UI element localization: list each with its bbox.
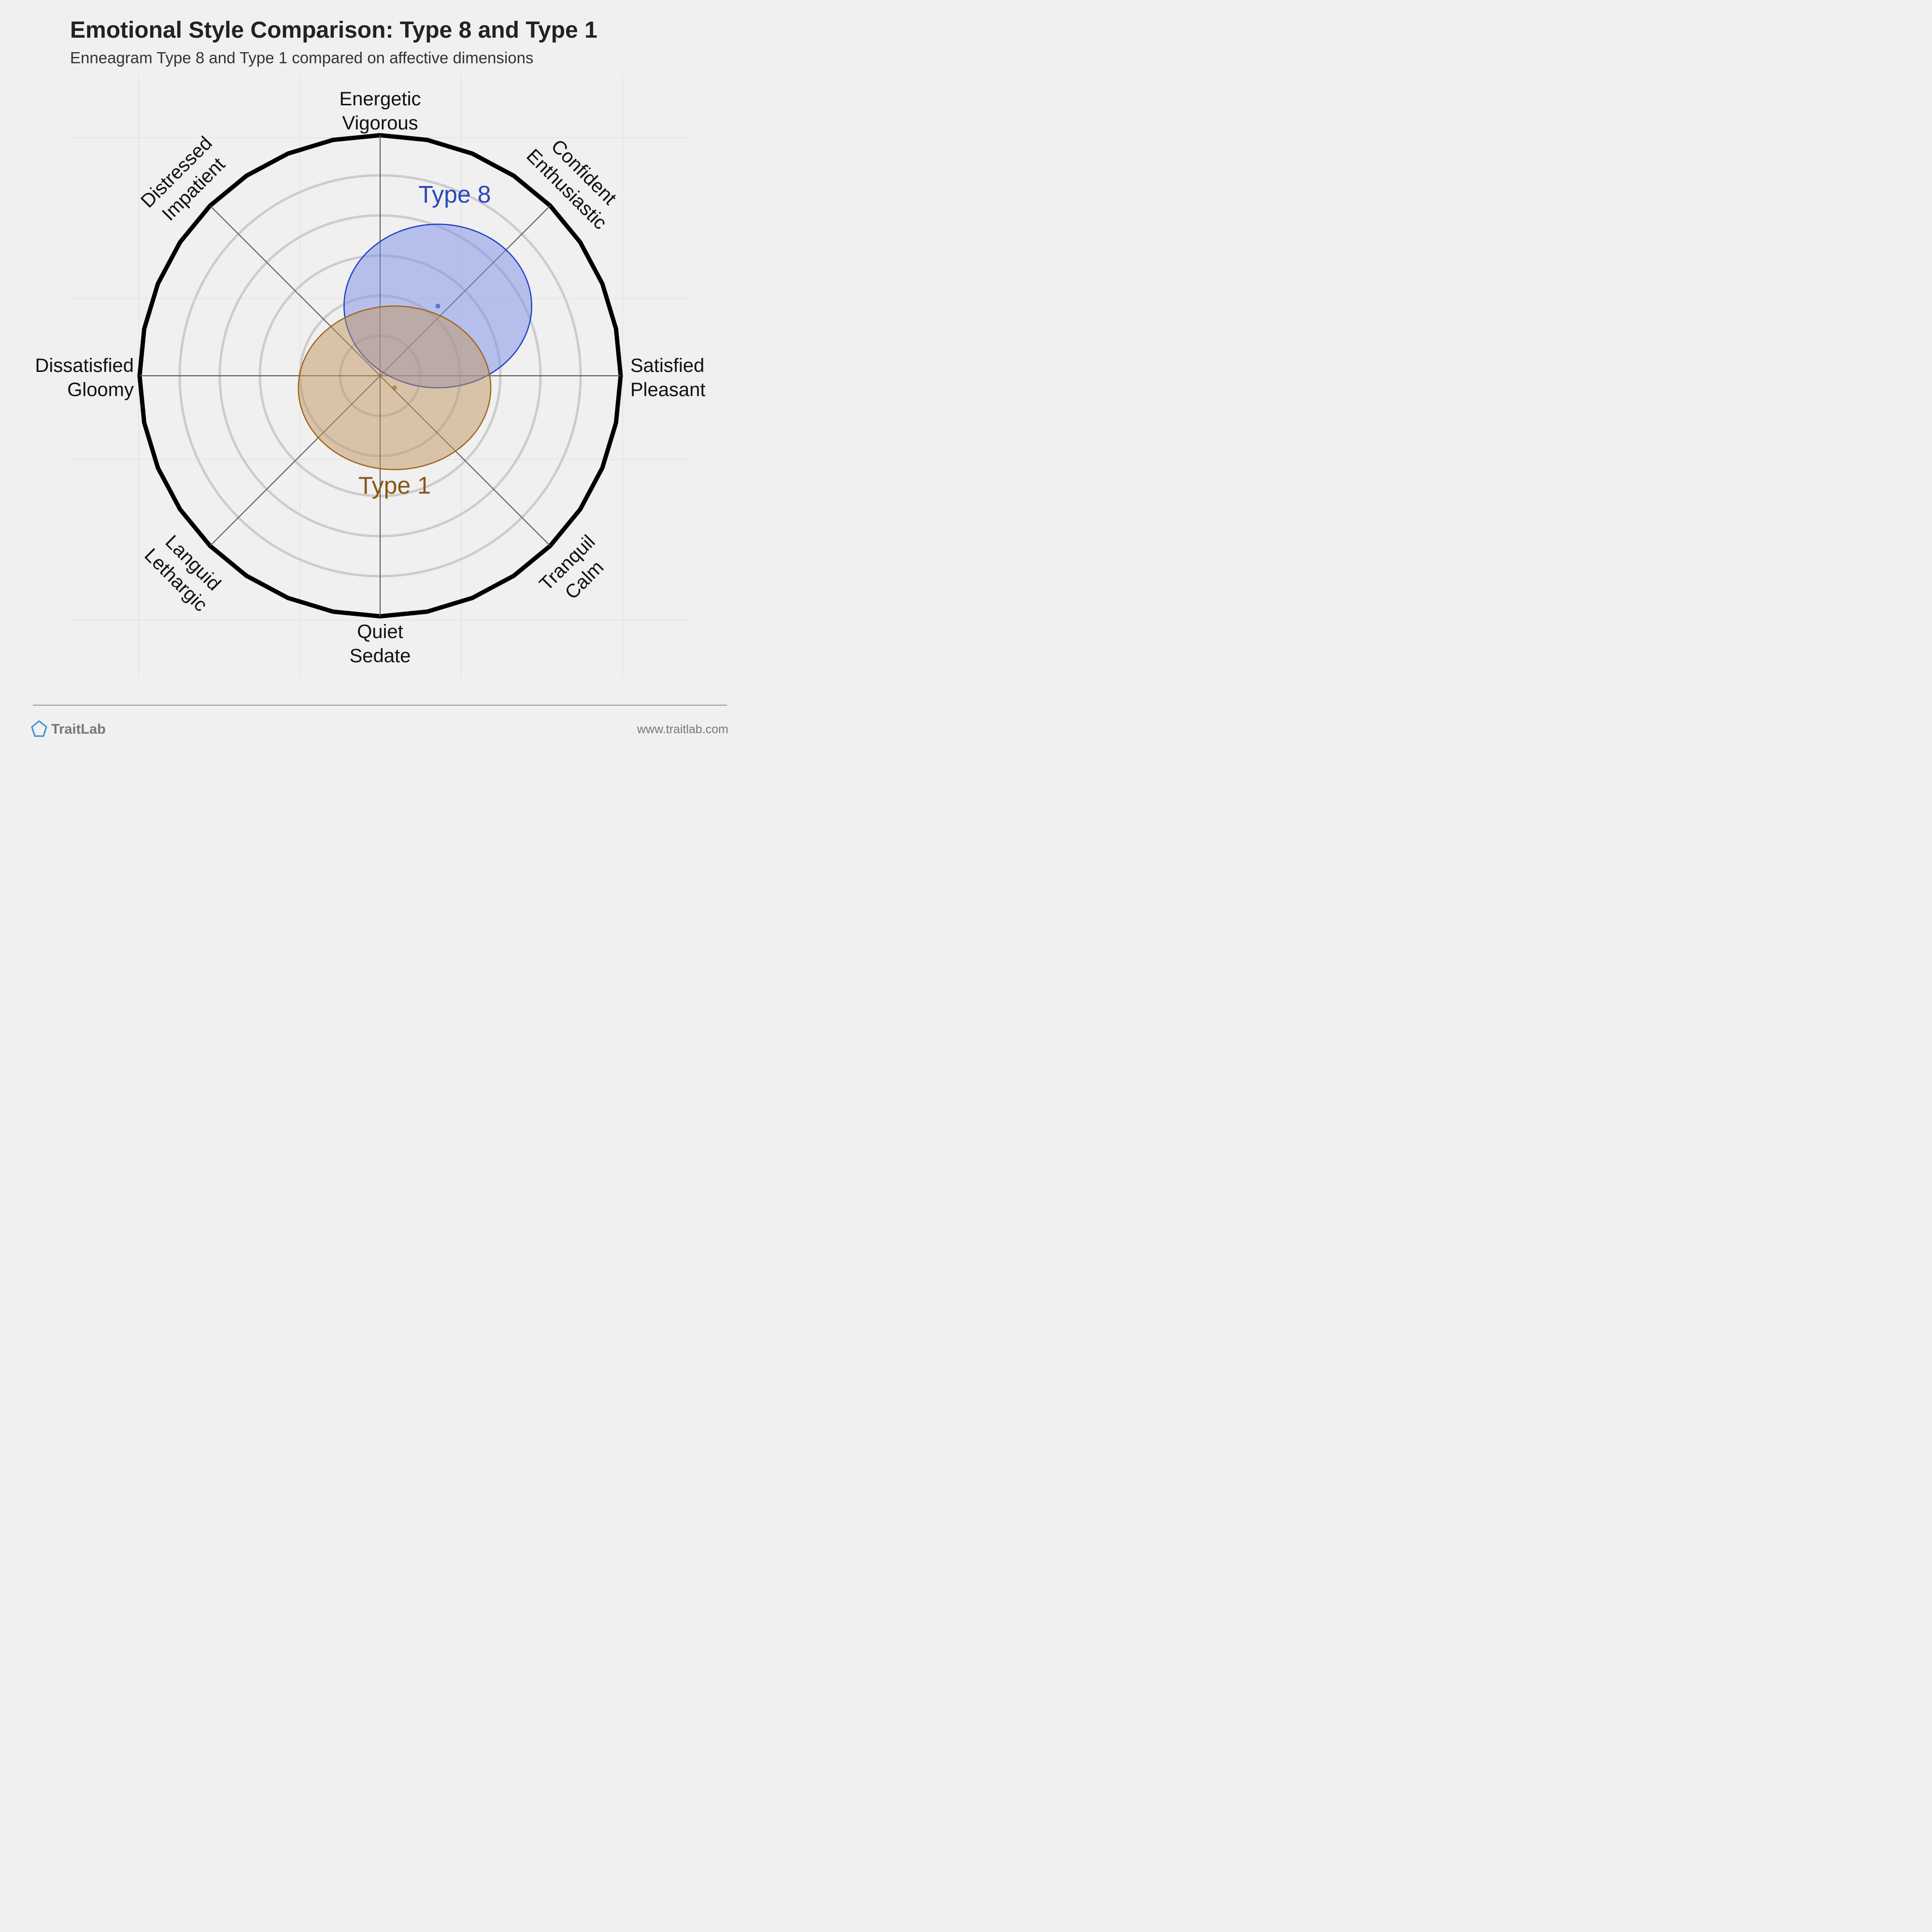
axis-label-text: Satisfied [630, 355, 704, 376]
axis-label-2: Satisfied Pleasant [630, 355, 706, 400]
series-label-1: Type 8 [418, 181, 491, 208]
chart-title: Emotional Style Comparison: Type 8 and T… [70, 17, 597, 43]
axis-label-0: Energetic Vigorous [340, 88, 421, 134]
axis-label-text: Quiet [357, 621, 403, 642]
axis-label-text: Pleasant [630, 379, 706, 400]
axis-label-4: Quiet Sedate [350, 621, 411, 667]
site-url[interactable]: www.traitlab.com [637, 723, 728, 736]
chart-subtitle: Enneagram Type 8 and Type 1 compared on … [70, 49, 533, 67]
axis-label-text: Sedate [350, 645, 411, 667]
series-center-point-1 [435, 303, 440, 309]
series-label-2: Type 1 [358, 472, 431, 499]
traitlab-logo-icon [31, 720, 47, 737]
axis-label-text: Gloomy [67, 379, 134, 400]
series-center-point-2 [392, 385, 397, 390]
axis-label-text: Vigorous [342, 113, 418, 134]
axis-label-text: Dissatisfied [35, 355, 134, 376]
axis-label-text: Energetic [340, 88, 421, 110]
axis-label-6: Dissatisfied Gloomy [35, 355, 134, 400]
brand-name[interactable]: TraitLab [51, 722, 106, 737]
chart-page: Emotional Style Comparison: Type 8 and T… [0, 0, 757, 757]
series-group: Type 8 Type 1 [298, 181, 532, 499]
circumplex-chart: Emotional Style Comparison: Type 8 and T… [0, 0, 757, 757]
